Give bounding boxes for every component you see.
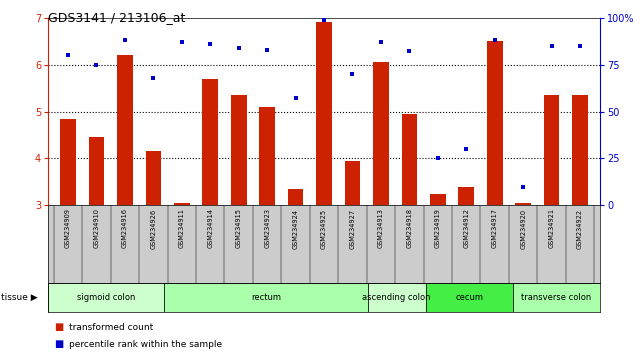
Point: [461, 146, 471, 152]
Point: [91, 62, 101, 68]
Text: GSM234924: GSM234924: [292, 209, 299, 249]
Text: GSM234911: GSM234911: [179, 209, 185, 248]
Bar: [426, 283, 513, 312]
Text: ■: ■: [54, 339, 63, 349]
Point: [518, 184, 528, 189]
Bar: [487, 41, 503, 205]
Point: [547, 43, 557, 48]
Point: [120, 38, 130, 43]
Bar: [430, 194, 445, 205]
Text: transformed count: transformed count: [69, 323, 153, 332]
Text: rectum: rectum: [251, 293, 281, 302]
Text: percentile rank within the sample: percentile rank within the sample: [69, 339, 222, 349]
Point: [290, 96, 301, 101]
Bar: [48, 283, 164, 312]
Text: GSM234921: GSM234921: [549, 209, 554, 249]
Text: GSM234927: GSM234927: [349, 209, 356, 249]
Text: ascending colon: ascending colon: [362, 293, 431, 302]
Bar: [231, 95, 247, 205]
Text: GSM234917: GSM234917: [492, 209, 497, 249]
Point: [262, 47, 272, 52]
Bar: [401, 114, 417, 205]
Text: GSM234922: GSM234922: [577, 209, 583, 249]
Bar: [117, 55, 133, 205]
Point: [319, 17, 329, 22]
Point: [233, 45, 244, 51]
Bar: [288, 189, 303, 205]
Text: cecum: cecum: [455, 293, 483, 302]
Text: GSM234916: GSM234916: [122, 209, 128, 249]
Point: [490, 38, 500, 43]
Point: [433, 156, 443, 161]
Bar: [174, 203, 190, 205]
Bar: [513, 283, 600, 312]
Text: GSM234925: GSM234925: [321, 209, 327, 249]
Text: GSM234915: GSM234915: [236, 209, 242, 249]
Bar: [345, 161, 360, 205]
Bar: [203, 79, 218, 205]
Bar: [146, 152, 161, 205]
Text: GSM234910: GSM234910: [94, 209, 99, 249]
Text: GSM234923: GSM234923: [264, 209, 270, 249]
Point: [376, 39, 386, 45]
Text: GSM234918: GSM234918: [406, 209, 412, 249]
Bar: [544, 95, 560, 205]
Bar: [572, 95, 588, 205]
Point: [575, 43, 585, 48]
Point: [177, 39, 187, 45]
Bar: [88, 137, 104, 205]
Bar: [515, 203, 531, 205]
Text: GSM234913: GSM234913: [378, 209, 384, 248]
Bar: [260, 107, 275, 205]
Text: tissue ▶: tissue ▶: [1, 293, 37, 302]
Bar: [367, 283, 426, 312]
Text: GSM234912: GSM234912: [463, 209, 469, 249]
Bar: [316, 22, 332, 205]
Bar: [373, 62, 388, 205]
Text: GSM234909: GSM234909: [65, 209, 71, 249]
Text: GSM234914: GSM234914: [207, 209, 213, 249]
Point: [347, 71, 358, 77]
Point: [63, 52, 73, 58]
Point: [205, 41, 215, 47]
Point: [148, 75, 158, 81]
Text: GDS3141 / 213106_at: GDS3141 / 213106_at: [48, 11, 185, 24]
Bar: [458, 187, 474, 205]
Text: transverse colon: transverse colon: [521, 293, 592, 302]
Point: [404, 48, 415, 54]
Text: GSM234926: GSM234926: [151, 209, 156, 249]
Bar: [164, 283, 367, 312]
Text: GSM234920: GSM234920: [520, 209, 526, 249]
Text: sigmoid colon: sigmoid colon: [77, 293, 135, 302]
Bar: [60, 119, 76, 205]
Text: ■: ■: [54, 322, 63, 332]
Text: GSM234919: GSM234919: [435, 209, 441, 248]
